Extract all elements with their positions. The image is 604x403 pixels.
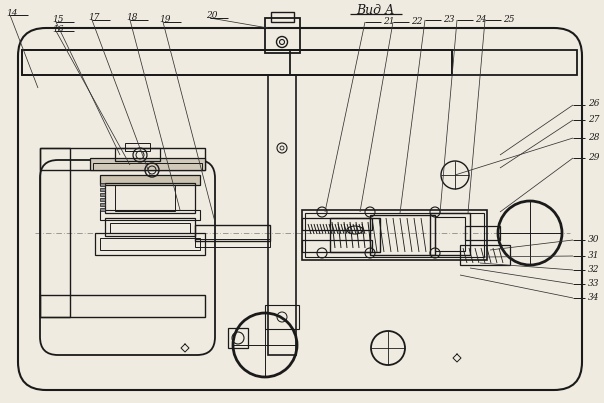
Text: 19: 19 bbox=[159, 15, 170, 25]
Bar bbox=[435, 217, 465, 251]
Text: 32: 32 bbox=[588, 264, 600, 274]
Bar bbox=[95, 233, 205, 255]
Bar bbox=[302, 218, 372, 230]
Bar bbox=[90, 158, 205, 170]
Text: 28: 28 bbox=[588, 133, 600, 141]
Bar bbox=[460, 245, 510, 265]
Text: 23: 23 bbox=[443, 15, 454, 23]
Text: 26: 26 bbox=[588, 100, 600, 108]
Bar bbox=[302, 210, 487, 260]
Bar bbox=[271, 12, 294, 22]
Text: 16: 16 bbox=[52, 25, 63, 35]
Bar bbox=[100, 203, 105, 206]
Text: 18: 18 bbox=[126, 13, 138, 23]
Bar bbox=[330, 218, 380, 252]
Bar bbox=[40, 148, 70, 317]
Bar bbox=[100, 193, 105, 196]
Bar bbox=[100, 175, 200, 185]
Text: 29: 29 bbox=[588, 152, 600, 162]
Bar bbox=[305, 213, 484, 257]
Bar bbox=[195, 239, 270, 247]
Bar bbox=[302, 240, 372, 252]
Bar bbox=[125, 143, 150, 151]
Bar bbox=[370, 215, 435, 255]
Bar bbox=[110, 223, 190, 233]
Text: 27: 27 bbox=[588, 114, 600, 123]
Text: Вид А: Вид А bbox=[356, 4, 394, 17]
Bar bbox=[100, 183, 105, 186]
Text: 21: 21 bbox=[383, 17, 394, 25]
Bar bbox=[105, 183, 195, 213]
Bar bbox=[22, 50, 452, 75]
Text: 14: 14 bbox=[6, 8, 18, 17]
Text: 15: 15 bbox=[52, 15, 63, 25]
Text: 20: 20 bbox=[206, 12, 217, 21]
Bar bbox=[290, 50, 452, 75]
Bar bbox=[100, 208, 105, 211]
Bar bbox=[115, 185, 175, 211]
Bar bbox=[40, 295, 205, 317]
Bar bbox=[268, 75, 296, 355]
Bar bbox=[430, 213, 470, 255]
Bar bbox=[100, 198, 105, 201]
Text: 33: 33 bbox=[588, 278, 600, 287]
Bar bbox=[40, 148, 205, 170]
Text: 25: 25 bbox=[503, 15, 515, 23]
Text: 31: 31 bbox=[588, 251, 600, 260]
Bar bbox=[265, 18, 300, 53]
Bar bbox=[100, 188, 105, 191]
Text: 22: 22 bbox=[411, 17, 423, 25]
Text: 34: 34 bbox=[588, 293, 600, 301]
Bar bbox=[105, 218, 195, 236]
Bar bbox=[100, 210, 200, 220]
Text: 17: 17 bbox=[88, 13, 100, 23]
Bar bbox=[115, 148, 160, 161]
Bar bbox=[22, 50, 577, 75]
Bar bbox=[465, 226, 500, 240]
Bar bbox=[265, 305, 299, 329]
Text: 24: 24 bbox=[475, 15, 486, 23]
Text: 30: 30 bbox=[588, 235, 600, 243]
Bar bbox=[195, 225, 270, 241]
Bar bbox=[228, 328, 248, 348]
Bar bbox=[100, 238, 200, 250]
Bar bbox=[93, 163, 202, 170]
